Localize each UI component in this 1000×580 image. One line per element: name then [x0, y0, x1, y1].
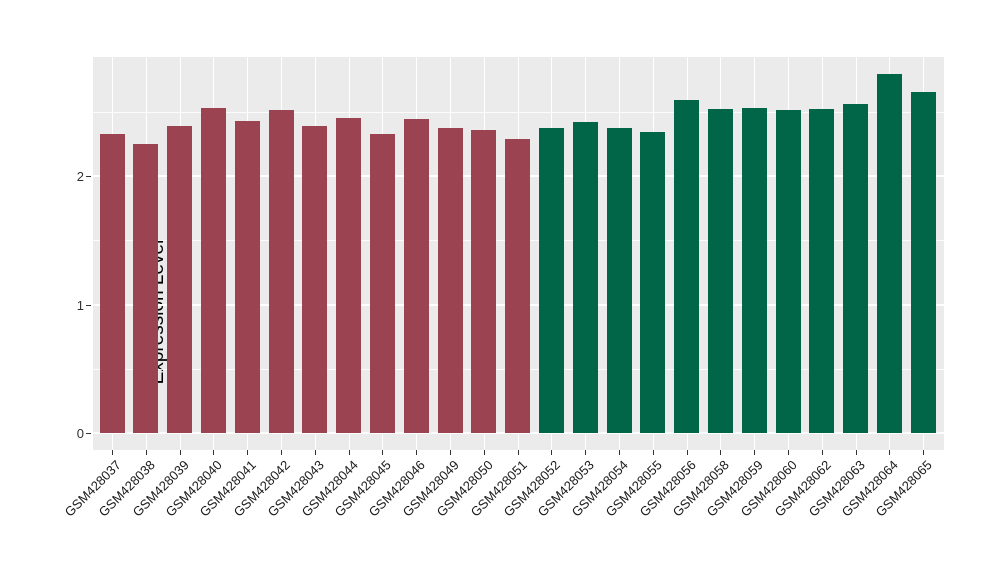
- bar-GSM428056: [674, 100, 700, 433]
- bar-GSM428039: [167, 125, 193, 433]
- bar-GSM428052: [538, 128, 564, 433]
- y-tick-mark: [86, 433, 91, 434]
- x-tick-mark: [382, 450, 384, 455]
- x-tick-mark: [450, 450, 451, 455]
- bar-GSM428040: [200, 107, 226, 433]
- bar-GSM428060: [775, 110, 801, 433]
- bar-GSM428038: [133, 143, 159, 433]
- bar-GSM428043: [302, 125, 328, 433]
- x-tick-mark: [112, 450, 113, 455]
- bar-GSM428046: [403, 119, 429, 433]
- bar-GSM428051: [505, 138, 531, 433]
- x-tick-mark: [652, 450, 654, 455]
- y-tick-label: 0: [76, 426, 84, 441]
- bar-GSM428050: [471, 129, 497, 433]
- x-tick-mark: [145, 450, 147, 455]
- y-tick-label: 1: [76, 297, 84, 313]
- x-tick-mark: [686, 450, 688, 455]
- x-tick-mark: [923, 450, 925, 455]
- x-tick-mark: [416, 450, 418, 455]
- x-tick-mark: [754, 450, 756, 455]
- bar-GSM428053: [572, 122, 598, 433]
- x-tick-mark: [281, 450, 282, 455]
- x-tick-mark: [788, 450, 789, 455]
- x-tick-mark: [483, 450, 485, 455]
- x-tick-mark: [314, 450, 316, 455]
- y-tick-label: 2: [76, 169, 84, 184]
- bar-GSM428045: [369, 133, 395, 433]
- bar-GSM428042: [268, 110, 294, 433]
- bar-GSM428059: [741, 107, 767, 433]
- x-tick-mark: [821, 450, 823, 455]
- bar-GSM428062: [809, 109, 835, 433]
- bar-GSM428044: [336, 118, 362, 433]
- x-tick-mark: [855, 450, 857, 455]
- x-tick-mark: [517, 450, 519, 455]
- x-tick-mark: [213, 450, 215, 455]
- bar-GSM428065: [910, 92, 936, 433]
- x-tick-mark: [247, 450, 249, 455]
- bar-GSM428037: [99, 133, 125, 433]
- x-tick-mark: [551, 450, 553, 455]
- x-tick-mark: [720, 450, 722, 455]
- plot-panel: Expression Level: [93, 57, 944, 450]
- x-tick-mark: [348, 450, 350, 455]
- bar-GSM428041: [234, 120, 260, 433]
- bar-GSM428055: [640, 132, 666, 433]
- bar-GSM428049: [437, 128, 463, 433]
- x-tick-mark: [585, 450, 587, 455]
- y-tick-mark: [86, 176, 91, 177]
- x-tick-mark: [889, 450, 891, 455]
- x-tick-mark: [179, 450, 181, 455]
- x-tick-mark: [619, 450, 620, 455]
- bar-GSM428054: [606, 128, 632, 433]
- bar-GSM428064: [876, 74, 902, 433]
- y-tick-mark: [86, 304, 91, 306]
- bar-GSM428058: [707, 109, 733, 433]
- bar-GSM428063: [843, 104, 869, 433]
